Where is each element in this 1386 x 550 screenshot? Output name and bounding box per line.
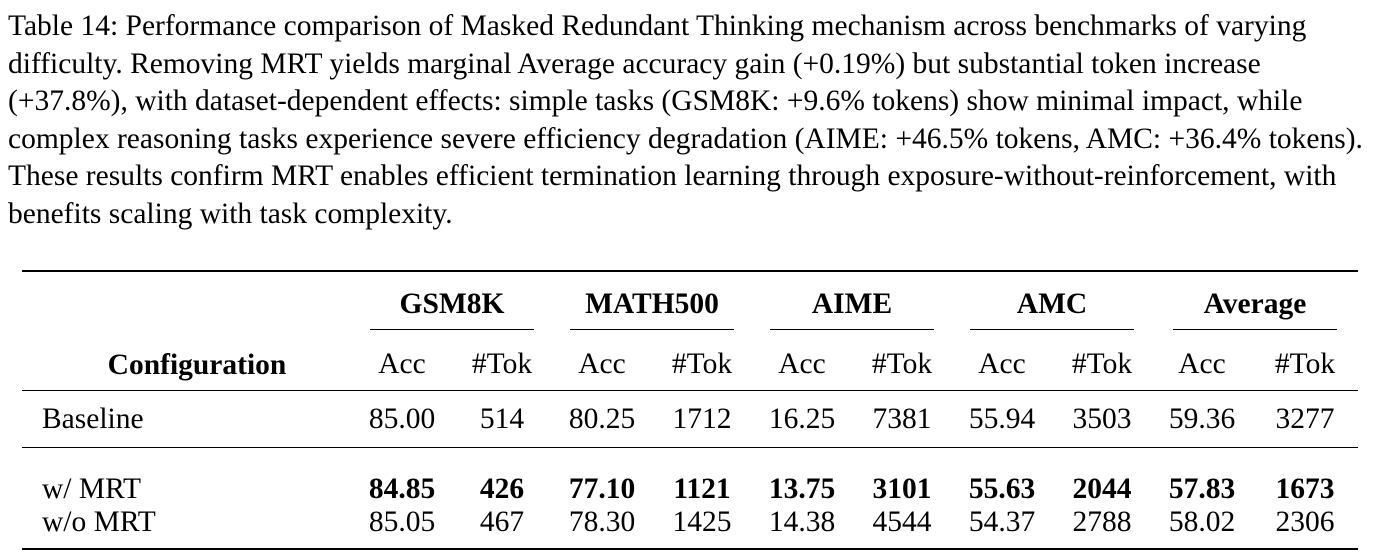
group-header-average: Average xyxy=(1152,271,1358,338)
cell: 1121 xyxy=(652,447,752,506)
cell: 3101 xyxy=(852,447,952,506)
cell: 55.63 xyxy=(952,447,1052,506)
group-header-aime: AIME xyxy=(752,271,952,338)
cell: 2306 xyxy=(1252,506,1358,550)
results-table: Configuration GSM8K MATH500 AIME AMC Ave… xyxy=(22,270,1358,550)
cell: 14.38 xyxy=(752,506,852,550)
cell: 4544 xyxy=(852,506,952,550)
group-header-row: Configuration GSM8K MATH500 AIME AMC Ave… xyxy=(22,271,1358,381)
table-row: w/ MRT 84.85 426 77.10 1121 13.75 3101 5… xyxy=(22,447,1358,506)
sub-header-tok: #Tok xyxy=(471,347,533,380)
cell: 467 xyxy=(452,506,552,550)
cell: 13.75 xyxy=(752,447,852,506)
group-header-amc: AMC xyxy=(952,271,1152,338)
row-label-baseline: Baseline xyxy=(22,390,352,448)
cell: 1425 xyxy=(652,506,752,550)
cell: 1712 xyxy=(652,390,752,448)
cell: 59.36 xyxy=(1152,390,1252,448)
cell: 85.05 xyxy=(352,506,452,550)
cell: 514 xyxy=(452,390,552,448)
group-header-math500: MATH500 xyxy=(552,271,752,338)
cell: 57.83 xyxy=(1152,447,1252,506)
sub-header-acc: Acc xyxy=(578,347,626,380)
cell: 55.94 xyxy=(952,390,1052,448)
cell: 426 xyxy=(452,447,552,506)
cell: 1673 xyxy=(1252,447,1358,506)
table-row: w/o MRT 85.05 467 78.30 1425 14.38 4544 … xyxy=(22,506,1358,550)
group-header-gsm8k: GSM8K xyxy=(352,271,552,338)
table-caption: Table 14: Performance comparison of Mask… xyxy=(8,10,1363,230)
cell: 80.25 xyxy=(552,390,652,448)
sub-header-acc: Acc xyxy=(978,347,1026,380)
table-row: Baseline 85.00 514 80.25 1712 16.25 7381… xyxy=(22,390,1358,448)
cell: 85.00 xyxy=(352,390,452,448)
cell: 3503 xyxy=(1052,390,1152,448)
sub-header-acc: Acc xyxy=(778,347,826,380)
cell: 2044 xyxy=(1052,447,1152,506)
cell: 54.37 xyxy=(952,506,1052,550)
row-label-wo-mrt: w/o MRT xyxy=(22,506,352,550)
cell: 77.10 xyxy=(552,447,652,506)
sub-header-tok: #Tok xyxy=(671,347,733,380)
cell: 7381 xyxy=(852,390,952,448)
cell: 78.30 xyxy=(552,506,652,550)
cell: 2788 xyxy=(1052,506,1152,550)
cell: 16.25 xyxy=(752,390,852,448)
cell: 3277 xyxy=(1252,390,1358,448)
configuration-header: Configuration xyxy=(107,349,287,381)
row-label-w-mrt: w/ MRT xyxy=(22,447,352,506)
sub-header-tok: #Tok xyxy=(1071,347,1133,380)
cell: 58.02 xyxy=(1152,506,1252,550)
sub-header-acc: Acc xyxy=(378,347,426,380)
sub-header-tok: #Tok xyxy=(1274,347,1336,380)
sub-header-acc: Acc xyxy=(1178,347,1226,380)
sub-header-tok: #Tok xyxy=(871,347,933,380)
sub-header-row: Acc #Tok Acc #Tok Acc #Tok Acc #Tok Acc … xyxy=(22,338,1358,391)
cell: 84.85 xyxy=(352,447,452,506)
